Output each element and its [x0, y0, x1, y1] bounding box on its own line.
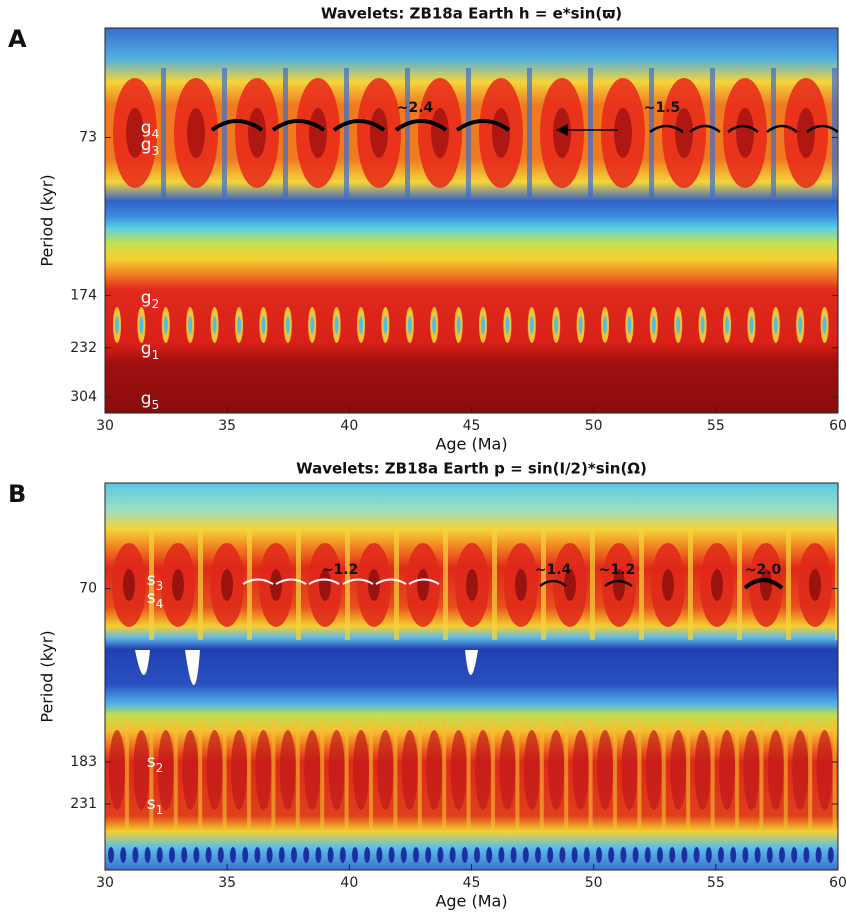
mode-label: g1 [141, 339, 159, 362]
y-axis-label: Period (kyr) [38, 630, 57, 722]
x-tick-label: 55 [707, 875, 725, 891]
mode-letter: s [147, 752, 156, 772]
mode-index: 1 [156, 803, 164, 817]
panel-letter: A [8, 25, 27, 53]
x-tick-label: 60 [829, 875, 846, 891]
mode-letter: g [141, 389, 152, 409]
mode-index: 2 [156, 761, 164, 775]
y-tick-label: 73 [79, 129, 97, 145]
annotation: ~1.4 [535, 562, 572, 578]
mode-letter: g [141, 118, 152, 138]
x-tick-label: 35 [218, 418, 236, 434]
x-tick-label: 40 [340, 418, 358, 434]
y-tick-label: 70 [79, 581, 97, 597]
x-axis-label: Age (Ma) [435, 892, 507, 911]
annotation: ~2.4 [397, 100, 434, 116]
arcs [210, 119, 839, 136]
y-axis-label: Period (kyr) [38, 174, 57, 266]
annotation: ~1.2 [322, 562, 359, 578]
y-tick-label: 174 [70, 287, 97, 303]
panel-a-field [105, 28, 839, 413]
mode-letter: g [141, 288, 152, 308]
x-tick-label: 45 [463, 875, 481, 891]
x-tick-label: 60 [829, 418, 846, 434]
x-tick-label: 30 [96, 875, 114, 891]
mode-index: 4 [152, 127, 160, 141]
x-axis-label: Age (Ma) [435, 435, 507, 454]
mode-label: s2 [147, 752, 164, 775]
arcs [242, 578, 784, 590]
y-tick-label: 231 [70, 796, 97, 812]
mode-letter: s [147, 588, 156, 608]
annotation: ~1.2 [599, 562, 636, 578]
y-tick-label: 304 [70, 389, 97, 405]
x-tick-label: 55 [707, 418, 725, 434]
mode-index: 2 [152, 297, 160, 311]
annotation: ~2.0 [745, 562, 782, 578]
x-tick-label: 40 [340, 875, 358, 891]
mode-letter: g [141, 339, 152, 359]
x-tick-label: 30 [96, 418, 114, 434]
mode-label: g5 [141, 389, 159, 412]
field-texture [105, 530, 838, 640]
x-tick-label: 50 [585, 875, 603, 891]
x-tick-label: 45 [463, 418, 481, 434]
x-tick-label: 35 [218, 875, 236, 891]
mode-label: g2 [141, 288, 159, 311]
mode-letter: s [147, 794, 156, 814]
y-tick-label: 183 [70, 754, 97, 770]
mode-label: g3 [141, 135, 159, 158]
mode-label: s3 [147, 570, 164, 593]
mode-label: s4 [147, 588, 164, 611]
mode-label: g4 [141, 118, 159, 141]
mode-label: s1 [147, 794, 164, 817]
mode-letter: g [141, 135, 152, 155]
field-texture [105, 295, 838, 355]
chart-title: Wavelets: ZB18a Earth h = e*sin(ϖ) [321, 5, 622, 23]
y-tick-label: 232 [70, 340, 97, 356]
chart-title: Wavelets: ZB18a Earth p = sin(I/2)*sin(Ω… [296, 460, 647, 478]
panel-b-field [105, 483, 838, 870]
mode-index: 4 [156, 597, 164, 611]
mode-index: 5 [152, 398, 160, 412]
mode-index: 3 [156, 579, 164, 593]
mode-index: 1 [152, 348, 160, 362]
mode-letter: s [147, 570, 156, 590]
mode-index: 3 [152, 144, 160, 158]
field-texture [105, 720, 838, 830]
field-texture [105, 68, 838, 198]
panel-letter: B [8, 480, 26, 508]
annotation: ~1.5 [644, 100, 681, 116]
x-tick-label: 50 [585, 418, 603, 434]
